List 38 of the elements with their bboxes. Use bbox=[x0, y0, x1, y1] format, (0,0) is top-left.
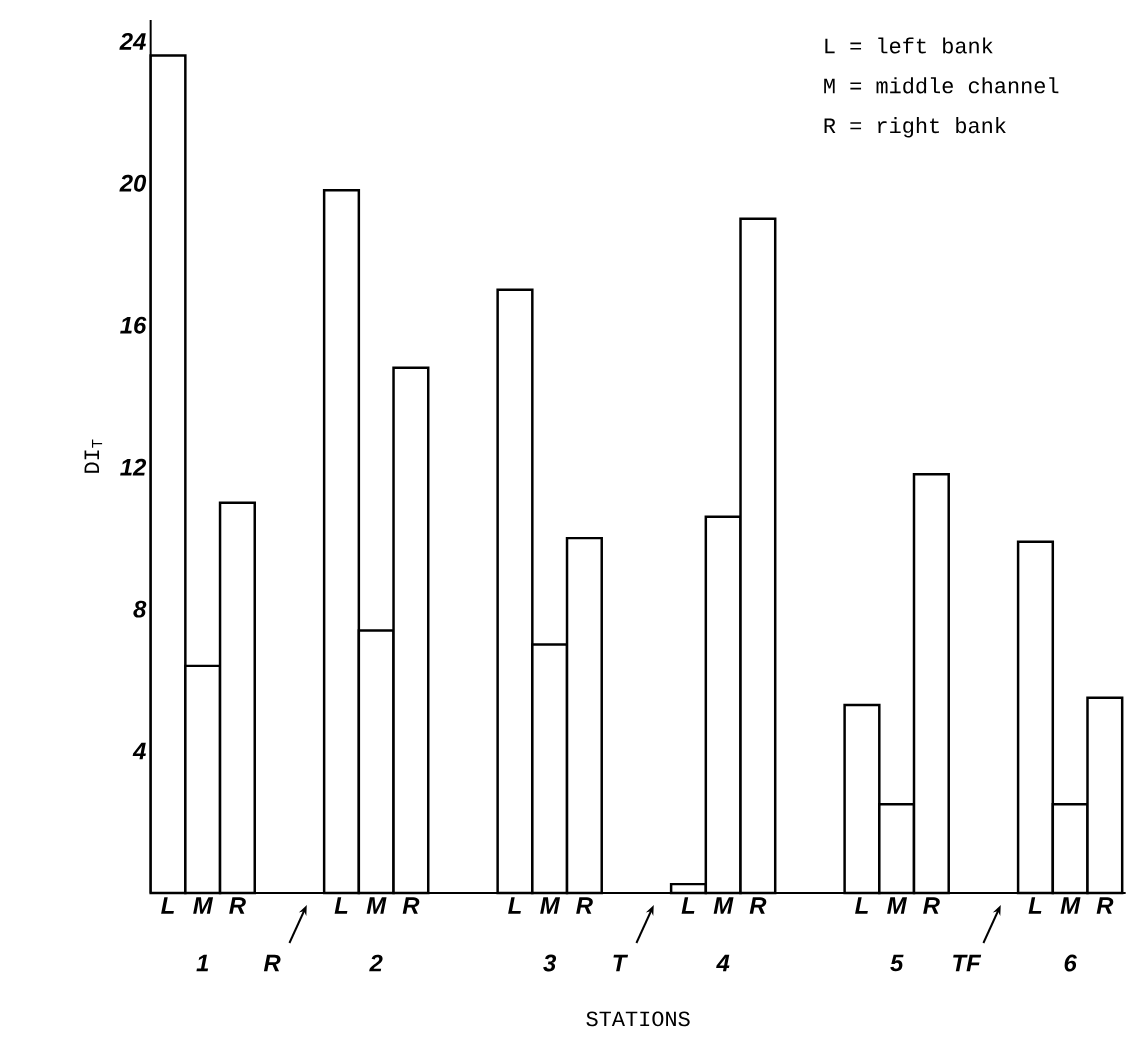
y-tick-label: 20 bbox=[119, 174, 147, 192]
y-tick-label: 24 bbox=[119, 32, 146, 50]
text: 3 bbox=[543, 954, 557, 972]
x-tick-label: L bbox=[161, 897, 174, 914]
text: 6 bbox=[1064, 954, 1077, 972]
x-tick-label: M bbox=[540, 897, 561, 914]
x-tick-label: L bbox=[681, 897, 695, 914]
y-tick-label: 16 bbox=[120, 316, 147, 334]
x-tick-label: R bbox=[923, 897, 940, 914]
x-tick-label: M bbox=[1060, 897, 1081, 914]
x-tick-label: R bbox=[1096, 897, 1114, 914]
x-tick-label: L bbox=[855, 897, 868, 914]
x-tick-label: R bbox=[263, 954, 281, 972]
x-tick-label: T bbox=[613, 954, 629, 972]
y-tick-label: 12 bbox=[120, 458, 147, 476]
y-axis-title: DI$_{T}$ bbox=[84, 439, 103, 473]
x-tick-label: L bbox=[508, 897, 521, 914]
x-axis-title: STATIONS bbox=[586, 1011, 690, 1027]
text: 2 bbox=[369, 954, 383, 972]
x-tick-label: M bbox=[887, 897, 908, 914]
x-tick-label: L bbox=[334, 897, 348, 914]
x-tick-label: TF bbox=[953, 954, 982, 972]
x-tick-label: R bbox=[229, 897, 246, 914]
y-tick-label: 8 bbox=[133, 600, 147, 618]
x-tick-label: M bbox=[713, 897, 734, 914]
x-tick-label: R bbox=[402, 897, 420, 914]
x-tick-label: M bbox=[366, 897, 387, 914]
x-tick-label: R bbox=[749, 897, 767, 914]
x-tick-label: M bbox=[193, 897, 214, 914]
annotation: L = left bank bbox=[825, 37, 993, 54]
annotation: R = right bank bbox=[824, 117, 1006, 138]
y-tick-label: 4 bbox=[132, 742, 146, 760]
x-tick-label: R bbox=[576, 897, 593, 914]
annotation: M = middle channel bbox=[824, 77, 1059, 94]
text: 4 bbox=[716, 954, 730, 972]
text: 1 bbox=[196, 954, 209, 972]
x-tick-label: L bbox=[1028, 897, 1042, 914]
text: 5 bbox=[890, 954, 904, 972]
